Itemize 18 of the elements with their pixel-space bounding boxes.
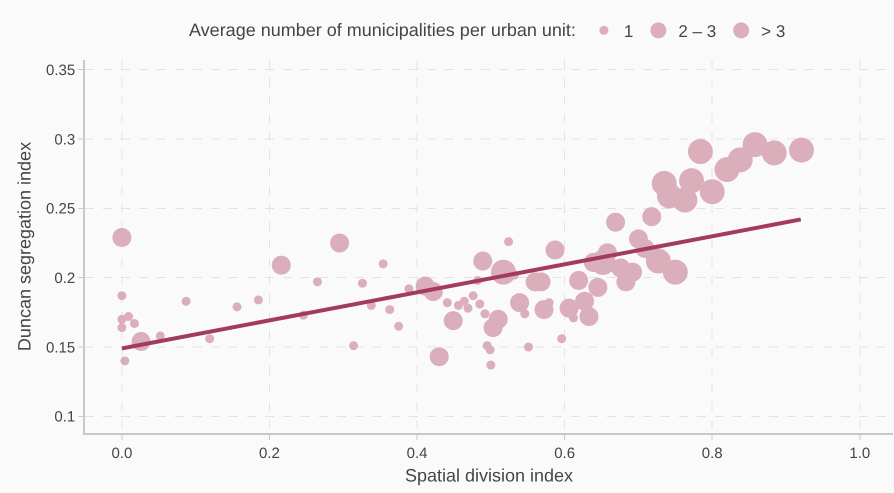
x-tick-label: 0.6 — [554, 444, 576, 462]
legend-label: 2 – 3 — [678, 22, 716, 41]
x-axis-title: Spatial division index — [404, 465, 574, 486]
x-tick-label: 0.0 — [111, 444, 132, 462]
legend-label: > 3 — [761, 22, 786, 41]
x-tick-label: 0.8 — [702, 444, 723, 462]
legend-title: Average number of municipalities per urban unit: — [189, 20, 576, 40]
y-tick-label: 0.2 — [54, 270, 76, 287]
x-tick-label: 0.4 — [406, 444, 428, 462]
y-tick-label: 0.35 — [46, 62, 76, 79]
y-tick-label: 0.3 — [54, 131, 76, 148]
legend-label: 1 — [624, 22, 634, 41]
y-tick-label: 0.25 — [46, 200, 76, 218]
x-tick-label: 1.0 — [849, 444, 870, 462]
y-tick-label: 0.15 — [46, 339, 76, 356]
x-tick-label: 0.2 — [259, 444, 280, 462]
y-tick-label: 0.1 — [54, 408, 76, 426]
y-axis-title: Duncan segregation index — [14, 142, 35, 352]
